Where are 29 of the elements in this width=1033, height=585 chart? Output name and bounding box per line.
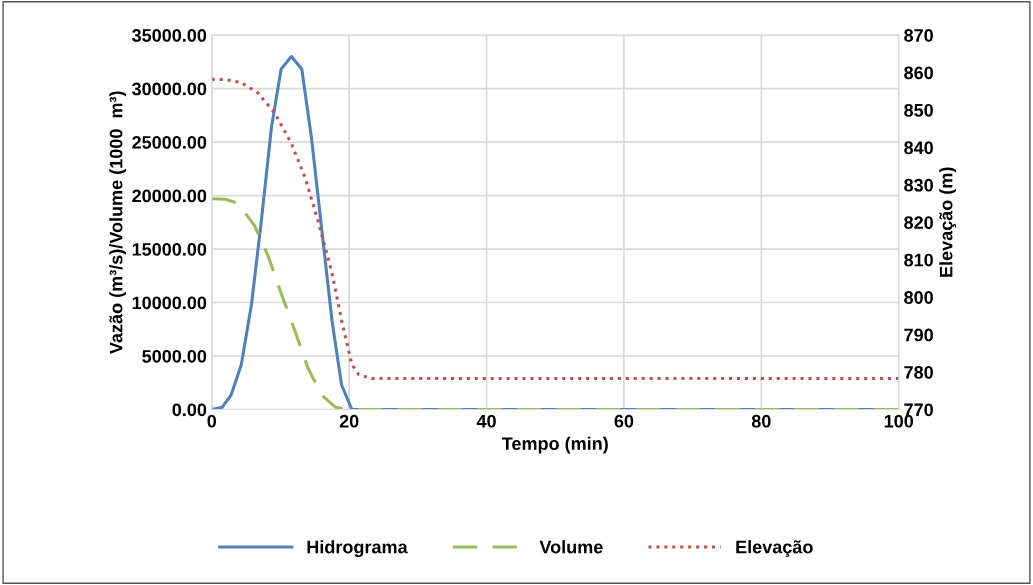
y2-tick-label: 840 xyxy=(904,141,933,155)
y2-tick-label: 870 xyxy=(904,29,933,42)
y-tick-label: 0.00 xyxy=(172,403,207,417)
x-axis-title: Tempo (min) xyxy=(501,436,608,454)
y2-tick-label: 850 xyxy=(904,103,933,117)
x-tick-label: 40 xyxy=(476,414,496,428)
y-tick-label: 15000.00 xyxy=(132,242,207,256)
legend-label: Elevação xyxy=(736,540,813,557)
x-tick-label: 0 xyxy=(207,414,217,428)
legend-label: Volume xyxy=(539,540,603,554)
y2-tick-label: 860 xyxy=(904,66,933,80)
x-tick-label: 80 xyxy=(751,414,771,428)
y2-tick-label: 780 xyxy=(904,365,933,379)
y2-tick-label: 830 xyxy=(904,178,933,192)
y2-tick-label: 790 xyxy=(904,328,933,342)
y-tick-label: 25000.00 xyxy=(132,136,207,149)
y2-tick-label: 810 xyxy=(904,253,933,267)
y-tick-label: 20000.00 xyxy=(132,189,207,203)
y-tick-label: 30000.00 xyxy=(132,82,207,96)
x-tick-label: 60 xyxy=(614,414,634,428)
y2-tick-label: 800 xyxy=(904,291,933,304)
legend-label: Hidrograma xyxy=(307,540,408,558)
y2-tick-label: 820 xyxy=(904,216,933,230)
y-tick-label: 10000.00 xyxy=(132,296,207,310)
y-tick-label: 5000.00 xyxy=(142,349,207,363)
y-tick-label: 35000.00 xyxy=(132,29,207,42)
x-tick-label: 20 xyxy=(339,414,359,428)
y-axis-title: Vazão (m³/s)/Volume (1000 m³) xyxy=(109,91,127,354)
y2-axis-title: Elevação (m) xyxy=(939,167,957,277)
